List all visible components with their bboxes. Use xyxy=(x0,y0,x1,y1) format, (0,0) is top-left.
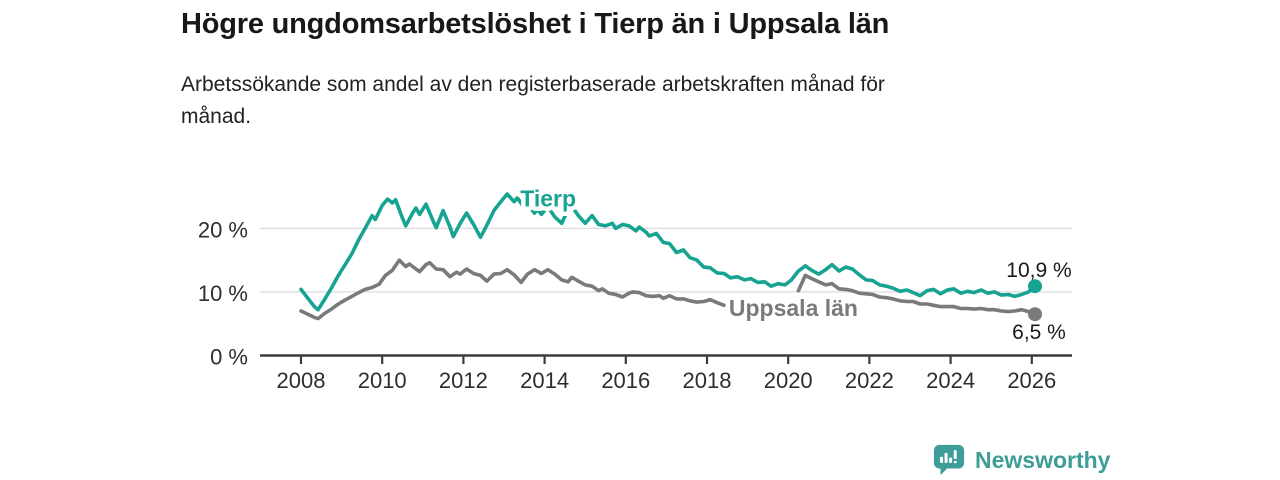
y-tick-label: 10 % xyxy=(198,281,248,306)
x-tick-label: 2026 xyxy=(1007,368,1056,393)
series-line-tierp xyxy=(299,192,1037,312)
x-tick-label: 2016 xyxy=(601,368,650,393)
series-label-tierp: Tierp xyxy=(520,186,576,212)
series-label-uppsala-l-n: Uppsala län xyxy=(729,295,858,321)
series-layer xyxy=(299,192,1042,322)
x-tick-label: 2012 xyxy=(439,368,488,393)
series-line-uppsala-l-n xyxy=(796,273,1037,317)
x-tick-label: 2022 xyxy=(845,368,894,393)
end-dot-tierp xyxy=(1028,279,1042,294)
subtitle-line-1: Arbetssökande som andel av den registerb… xyxy=(181,73,885,97)
y-tick-label: 20 % xyxy=(198,217,248,242)
x-tick-label: 2020 xyxy=(764,368,813,393)
x-tick-label: 2008 xyxy=(277,368,326,393)
newsworthy-logo-icon xyxy=(933,444,965,476)
newsworthy-brand-text: Newsworthy xyxy=(975,446,1111,473)
annotation-layer: Tierp 10,9 % Uppsala län 6,5 % xyxy=(516,181,1072,344)
chart-subtitle: Arbetssökande som andel av den registerb… xyxy=(181,69,1081,132)
newsworthy-link[interactable]: Newsworthy xyxy=(932,443,1110,477)
series-line-uppsala-l-n xyxy=(299,258,726,321)
speech-bubble-shape xyxy=(933,444,965,476)
end-value-label-tierp: 10,9 % xyxy=(1006,259,1071,282)
axis-layer: 2008 2010 2012 2014 2016 2018 2020 2022 2024 2026… xyxy=(198,217,1072,393)
subtitle-line-2: månad. xyxy=(181,104,252,128)
footer-brand: Newsworthy xyxy=(932,443,1110,477)
end-value-label-uppsala-l-n: 6,5 % xyxy=(1012,321,1066,344)
x-tick-label: 2014 xyxy=(520,368,569,393)
x-tick-label: 2018 xyxy=(683,368,732,393)
x-tick-label: 2024 xyxy=(926,368,975,393)
y-tick-label: 0 % xyxy=(210,345,248,370)
end-dot-uppsala-l-n xyxy=(1028,307,1042,322)
header: Högre ungdomsarbetslöshet i Tierp än i U… xyxy=(181,6,1081,132)
bar-chart-glyph xyxy=(940,450,957,464)
x-tick-label: 2010 xyxy=(358,368,407,393)
page-title: Högre ungdomsarbetslöshet i Tierp än i U… xyxy=(181,8,890,40)
